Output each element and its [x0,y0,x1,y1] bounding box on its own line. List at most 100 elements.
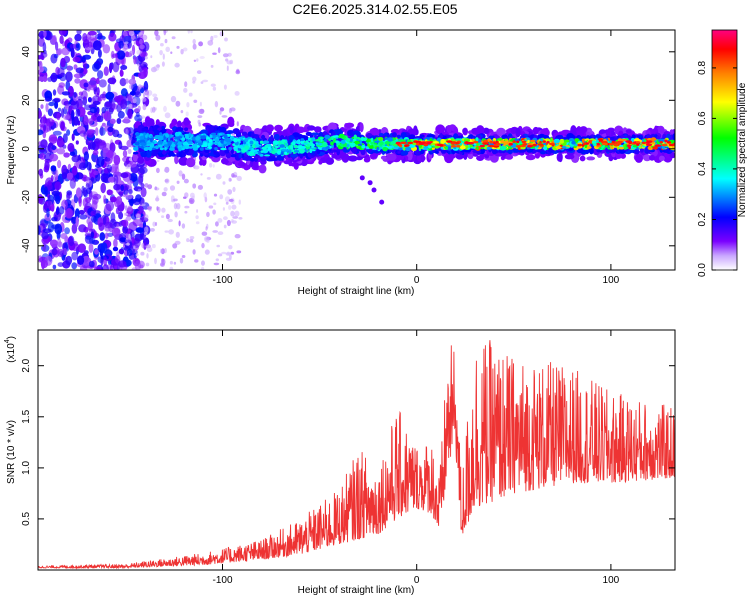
heatmap-cell [654,144,662,147]
heatmap-cell [184,134,190,140]
heatmap-cell [83,116,90,126]
heatmap-cell [56,112,61,121]
heatmap-cell [163,135,166,140]
heatmap-cell [359,175,365,181]
heatmap-cell [120,184,124,192]
heatmap-cell [137,63,140,67]
heatmap-cell [574,138,580,142]
heatmap-cell [244,145,250,150]
heatmap-cell [540,138,544,142]
heatmap-cell [170,51,173,54]
heatmap-cell [300,138,305,142]
heatmap-cell [225,252,232,256]
heatmap-cell [589,147,594,155]
heatmap-cell [42,242,46,252]
heatmap-cell [203,192,207,199]
heatmap-cell [127,148,132,155]
heatmap-cell [284,151,288,155]
heatmap-cell [208,139,213,143]
heatmap-cell [529,139,536,143]
heatmap-cell [323,138,328,142]
heatmap-cell [133,245,136,250]
heatmap-cell [59,35,64,44]
heatmap-cell [204,147,209,150]
heatmap-cell [140,151,148,158]
heatmap-cell [652,146,658,150]
heatmap-cell [400,141,407,145]
heatmap-cell [112,246,119,252]
heatmap-cell [225,58,229,62]
heatmap-cell [204,249,210,255]
heatmap-cell [496,127,506,137]
heatmap-cell [188,132,192,137]
heatmap-cell [91,200,98,211]
heatmap-cell [645,143,653,147]
heatmap-cell [101,122,106,127]
heatmap-cell [626,135,631,139]
heatmap-cell [515,145,523,148]
heatmap-cell [393,144,399,147]
heatmap-cell [154,30,159,36]
heatmap-cell [299,148,305,154]
heatmap-cell [103,110,111,122]
snr-series-line [38,340,675,570]
heatmap-cell [227,189,233,195]
heatmap-cell [253,151,259,155]
heatmap-cell [465,145,469,149]
heatmap-cell [316,148,321,155]
heatmap-cell [440,149,447,153]
heatmap-cell [189,236,195,240]
heatmap-cell [596,142,600,146]
heatmap-cell [164,166,170,173]
heatmap-cell [96,30,101,34]
heatmap-cell [142,41,150,52]
heatmap-cell [152,221,156,227]
heatmap-cell [601,142,609,146]
heatmap-cell [66,129,71,136]
heatmap-cell [227,52,232,57]
heatmap-cell [110,196,117,203]
heatmap-cell [99,127,106,136]
heatmap-cell [505,154,514,160]
heatmap-cell [352,148,358,154]
heatmap-cell [261,134,266,140]
heatmap-cell [289,125,294,134]
heatmap-cell [88,118,94,125]
heatmap-cell [669,152,675,159]
heatmap-cell [144,56,148,60]
heatmap-cell [52,130,62,136]
heatmap-cell [359,122,364,133]
heatmap-cell [200,135,207,140]
heatmap-cell [57,67,65,77]
heatmap-cell [163,105,167,112]
heatmap-cell [161,215,165,219]
heatmap-cell [102,147,109,153]
heatmap-cell [96,87,100,96]
figure-title: C2E6.2025.314.02.55.E05 [292,1,457,17]
heatmap-cell [379,199,385,205]
heatmap-cell [124,44,128,49]
heatmap-cell [190,30,193,34]
heatmap-cell [109,190,114,195]
heatmap-cell [164,178,170,184]
heatmap-cell [111,258,120,266]
heatmap-cell [57,237,62,247]
heatmap-cell [54,181,62,191]
heatmap-cell [210,64,214,68]
heatmap-cell [82,255,91,266]
heatmap-cell [228,177,232,182]
heatmap-cell [146,92,150,99]
heatmap-cell [144,138,148,143]
heatmap-cell [491,148,498,155]
heatmap-cell [197,115,203,119]
heatmap-cell [192,76,197,82]
heatmap-cell [146,207,152,210]
heatmap-cell [127,205,133,212]
heatmap-cell [139,38,143,45]
heatmap-cell [455,154,464,159]
heatmap-cell [109,118,116,125]
heatmap-cell [133,56,137,65]
heatmap-cell [223,84,227,90]
heatmap-cell [56,137,65,148]
